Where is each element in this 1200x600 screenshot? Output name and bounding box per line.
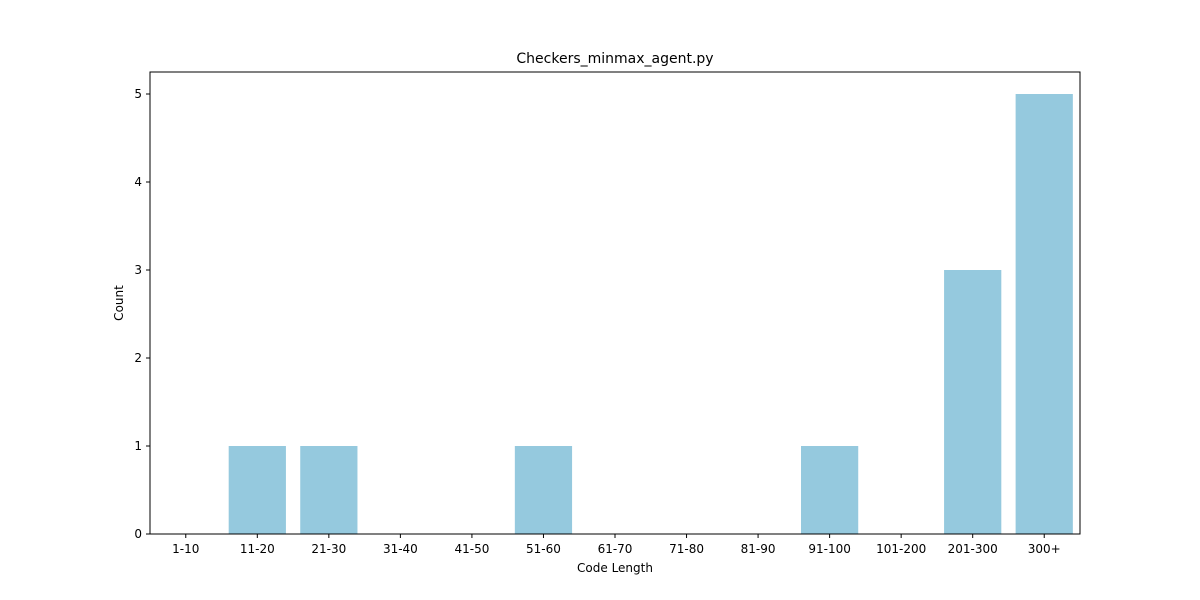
x-tick-label: 61-70 [598, 542, 633, 556]
bar-201-300 [944, 270, 1002, 534]
x-tick-label: 101-200 [876, 542, 926, 556]
bar-51-60 [514, 446, 573, 534]
y-axis-label: Count [112, 285, 126, 321]
x-tick-label: 1-10 [172, 542, 199, 556]
x-ticks-group: 1-10 11-20 21-30 31-40 41-50 51-60 61-70 71-80 8… [172, 534, 1061, 556]
y-tick-label: 5 [134, 87, 142, 101]
y-tick-label: 1 [134, 439, 142, 453]
x-tick-label: 11-20 [240, 542, 275, 556]
x-tick-label: 201-300 [948, 542, 998, 556]
x-tick-label: 21-30 [311, 542, 346, 556]
x-tick-label: 81-90 [741, 542, 776, 556]
chart-title: Checkers_minmax_agent.py [516, 51, 713, 67]
x-tick-label: 41-50 [454, 542, 489, 556]
bar-91-100 [801, 446, 859, 534]
x-tick-label: 71-80 [669, 542, 704, 556]
y-tick-label: 2 [134, 351, 142, 365]
x-tick-label: 51-60 [526, 542, 561, 556]
bars-group [228, 94, 1073, 534]
bar-300+ [1015, 94, 1073, 534]
y-tick-label: 0 [134, 527, 142, 541]
y-tick-label: 4 [134, 175, 142, 189]
y-ticks-group: 0 1 2 3 4 5 [134, 87, 150, 541]
x-tick-label: 300+ [1028, 542, 1061, 556]
x-tick-label: 31-40 [383, 542, 418, 556]
x-tick-label: 91-100 [808, 542, 851, 556]
plot-frame [149, 71, 1081, 535]
bar-11-20 [228, 446, 286, 534]
bar-21-30 [300, 446, 358, 534]
x-axis-label: Code Length [577, 561, 653, 575]
y-tick-label: 3 [134, 263, 142, 277]
